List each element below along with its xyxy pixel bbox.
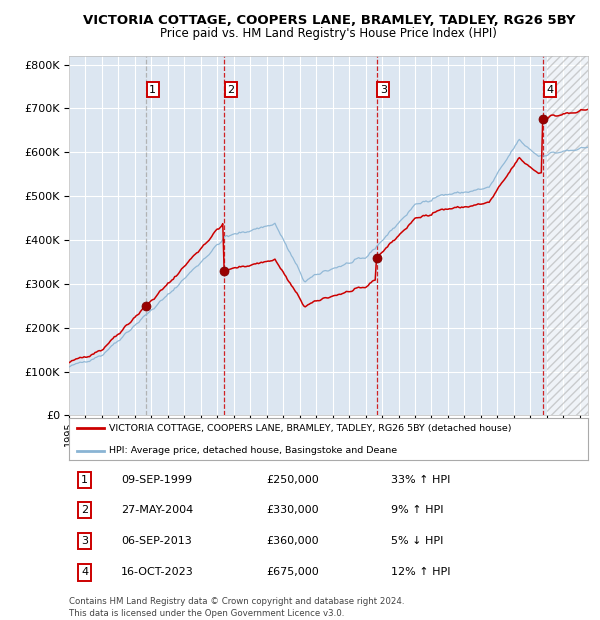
Text: 5% ↓ HPI: 5% ↓ HPI bbox=[391, 536, 443, 546]
Text: 06-SEP-2013: 06-SEP-2013 bbox=[121, 536, 191, 546]
Text: 2: 2 bbox=[81, 505, 88, 515]
Text: 09-SEP-1999: 09-SEP-1999 bbox=[121, 475, 192, 485]
Text: VICTORIA COTTAGE, COOPERS LANE, BRAMLEY, TADLEY, RG26 5BY (detached house): VICTORIA COTTAGE, COOPERS LANE, BRAMLEY,… bbox=[109, 424, 512, 433]
Text: HPI: Average price, detached house, Basingstoke and Deane: HPI: Average price, detached house, Basi… bbox=[109, 446, 398, 455]
Text: 3: 3 bbox=[380, 84, 387, 95]
Text: 4: 4 bbox=[81, 567, 88, 577]
Text: 1: 1 bbox=[149, 84, 156, 95]
Text: 3: 3 bbox=[81, 536, 88, 546]
Text: £250,000: £250,000 bbox=[266, 475, 319, 485]
Text: 27-MAY-2004: 27-MAY-2004 bbox=[121, 505, 193, 515]
Text: 12% ↑ HPI: 12% ↑ HPI bbox=[391, 567, 450, 577]
Text: 2: 2 bbox=[227, 84, 234, 95]
Text: 1: 1 bbox=[81, 475, 88, 485]
Text: 33% ↑ HPI: 33% ↑ HPI bbox=[391, 475, 450, 485]
Text: VICTORIA COTTAGE, COOPERS LANE, BRAMLEY, TADLEY, RG26 5BY: VICTORIA COTTAGE, COOPERS LANE, BRAMLEY,… bbox=[83, 14, 575, 27]
Text: 9% ↑ HPI: 9% ↑ HPI bbox=[391, 505, 443, 515]
Text: Price paid vs. HM Land Registry's House Price Index (HPI): Price paid vs. HM Land Registry's House … bbox=[160, 27, 497, 40]
Text: 16-OCT-2023: 16-OCT-2023 bbox=[121, 567, 194, 577]
Bar bbox=[547, 34, 588, 415]
Text: £330,000: £330,000 bbox=[266, 505, 319, 515]
Text: Contains HM Land Registry data © Crown copyright and database right 2024.
This d: Contains HM Land Registry data © Crown c… bbox=[69, 596, 404, 618]
Text: £360,000: £360,000 bbox=[266, 536, 319, 546]
Text: £675,000: £675,000 bbox=[266, 567, 319, 577]
Text: 4: 4 bbox=[547, 84, 553, 95]
